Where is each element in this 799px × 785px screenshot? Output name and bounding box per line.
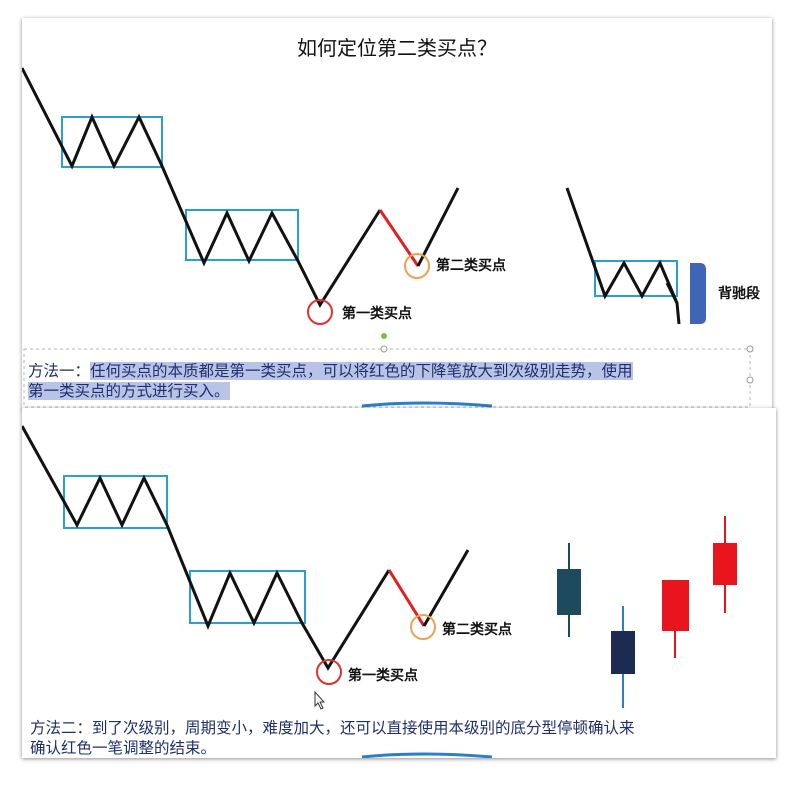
first-buy-label: 第一类买点 (348, 667, 418, 684)
handle-right-mid[interactable] (746, 376, 754, 384)
center-box-1 (61, 116, 163, 168)
candle-2 (611, 606, 635, 708)
first-buy-circle (307, 299, 333, 325)
center-box-2 (189, 570, 306, 624)
red-down-stroke (387, 569, 426, 627)
up-stroke (422, 549, 470, 627)
candle-4 (713, 516, 737, 613)
up-stroke (416, 187, 460, 267)
divergence-label: 背驰段 (718, 285, 760, 302)
mouse-cursor (314, 690, 326, 710)
second-buy-label: 第二类买点 (442, 621, 512, 638)
first-buy-label: 第一类买点 (342, 305, 412, 322)
bottom-panel: 第一类买点 第二类买点 方法二：到了次级别，周期变小，难度加大，还可以直接使用本… (22, 408, 776, 758)
rotate-handle[interactable] (381, 333, 387, 339)
caption-line1: 方法二：到了次级别，周期变小，难度加大，还可以直接使用本级别的底分型停顿确认来 (30, 719, 635, 737)
price-path (22, 67, 382, 309)
decor-arc (361, 752, 493, 758)
page-title: 如何定位第二类买点？ (297, 36, 497, 60)
candle-1 (557, 543, 581, 637)
handle-top[interactable] (380, 345, 388, 353)
divergence-path (565, 187, 679, 304)
center-box-3 (594, 260, 678, 297)
candle-3 (662, 580, 689, 658)
bottom-diagram: 第一类买点 第二类买点 (22, 425, 737, 758)
second-buy-circle (410, 614, 436, 640)
top-panel: 如何定位第二类买点？ 第一类买点 第二类买点 背驰段 方法一：任何买点的本质都是… (22, 18, 772, 410)
price-path (22, 425, 391, 671)
caption-line1: 任何买点的本质都是第一类买点，可以将红色的下降笔放大到次级别走势，使用 (90, 362, 633, 380)
first-buy-circle (316, 659, 342, 685)
handle-right[interactable] (746, 345, 754, 353)
divergence-tail (665, 282, 681, 325)
caption-line2: 确认红色一笔调整的结束。 (30, 739, 217, 757)
red-down-stroke (378, 209, 420, 267)
center-box-2 (185, 209, 299, 261)
top-diagram: 第一类买点 第二类买点 背驰段 (22, 67, 760, 408)
decor-arc (361, 401, 493, 408)
second-buy-label: 第二类买点 (436, 257, 506, 274)
method-one-caption: 方法一：任何买点的本质都是第一类买点，可以将红色的下降笔放大到次级别走势，使用 … (28, 361, 758, 401)
caption-line2: 第一类买点的方式进行买入。 (28, 382, 230, 400)
method-two-caption: 方法二：到了次级别，周期变小，难度加大，还可以直接使用本级别的底分型停顿确认来 … (30, 718, 770, 758)
second-buy-circle (404, 253, 430, 279)
caption-prefix: 方法一： (28, 362, 91, 380)
divergence-bracket (690, 263, 706, 324)
